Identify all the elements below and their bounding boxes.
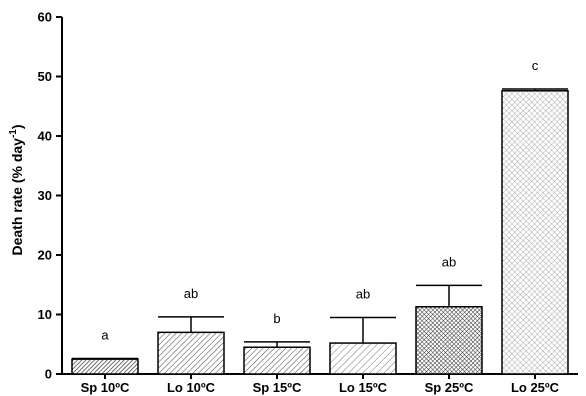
significance-label-4: ab — [442, 254, 456, 269]
y-tick-label-50: 50 — [38, 69, 52, 84]
significance-label-3: ab — [356, 286, 370, 301]
x-axis: Sp 10ºC Lo 10ºC Sp 15ºC Lo 15ºC Sp 25ºC Lo 25… — [62, 373, 578, 395]
y-axis-title-main: Death rate (% day — [9, 138, 25, 256]
y-tick-label-20: 20 — [38, 248, 52, 263]
significance-label-1: ab — [184, 286, 198, 301]
category-label-3: Lo 15ºC — [339, 380, 388, 395]
category-label-0: Sp 10ºC — [81, 380, 130, 395]
bar-2 — [243, 346, 311, 375]
bars-group: a ab b ab ab c — [71, 58, 569, 375]
y-tick-label-60: 60 — [38, 10, 52, 25]
category-label-1: Lo 10ºC — [167, 380, 216, 395]
y-tick-label-30: 30 — [38, 188, 52, 203]
significance-label-5: c — [532, 58, 539, 73]
significance-label-2: b — [273, 311, 280, 326]
y-tick-label-10: 10 — [38, 307, 52, 322]
y-axis-title: Death rate (% day-1) — [8, 124, 25, 255]
category-label-5: Lo 25ºC — [511, 380, 560, 395]
y-tick-label-0: 0 — [45, 367, 52, 382]
bar-5 — [501, 90, 569, 375]
y-tick-label-40: 40 — [38, 129, 52, 144]
bar-4 — [415, 306, 483, 375]
y-axis-title-superscript: -1 — [8, 129, 19, 138]
bar-3 — [329, 342, 397, 375]
y-axis-title-close: ) — [9, 124, 25, 129]
category-label-4: Sp 25ºC — [425, 380, 474, 395]
category-label-2: Sp 15ºC — [253, 380, 302, 395]
y-axis: 0 10 20 30 40 50 60 — [38, 10, 63, 382]
bar-1 — [157, 331, 225, 375]
significance-label-0: a — [101, 328, 109, 343]
bar-0 — [71, 358, 139, 375]
